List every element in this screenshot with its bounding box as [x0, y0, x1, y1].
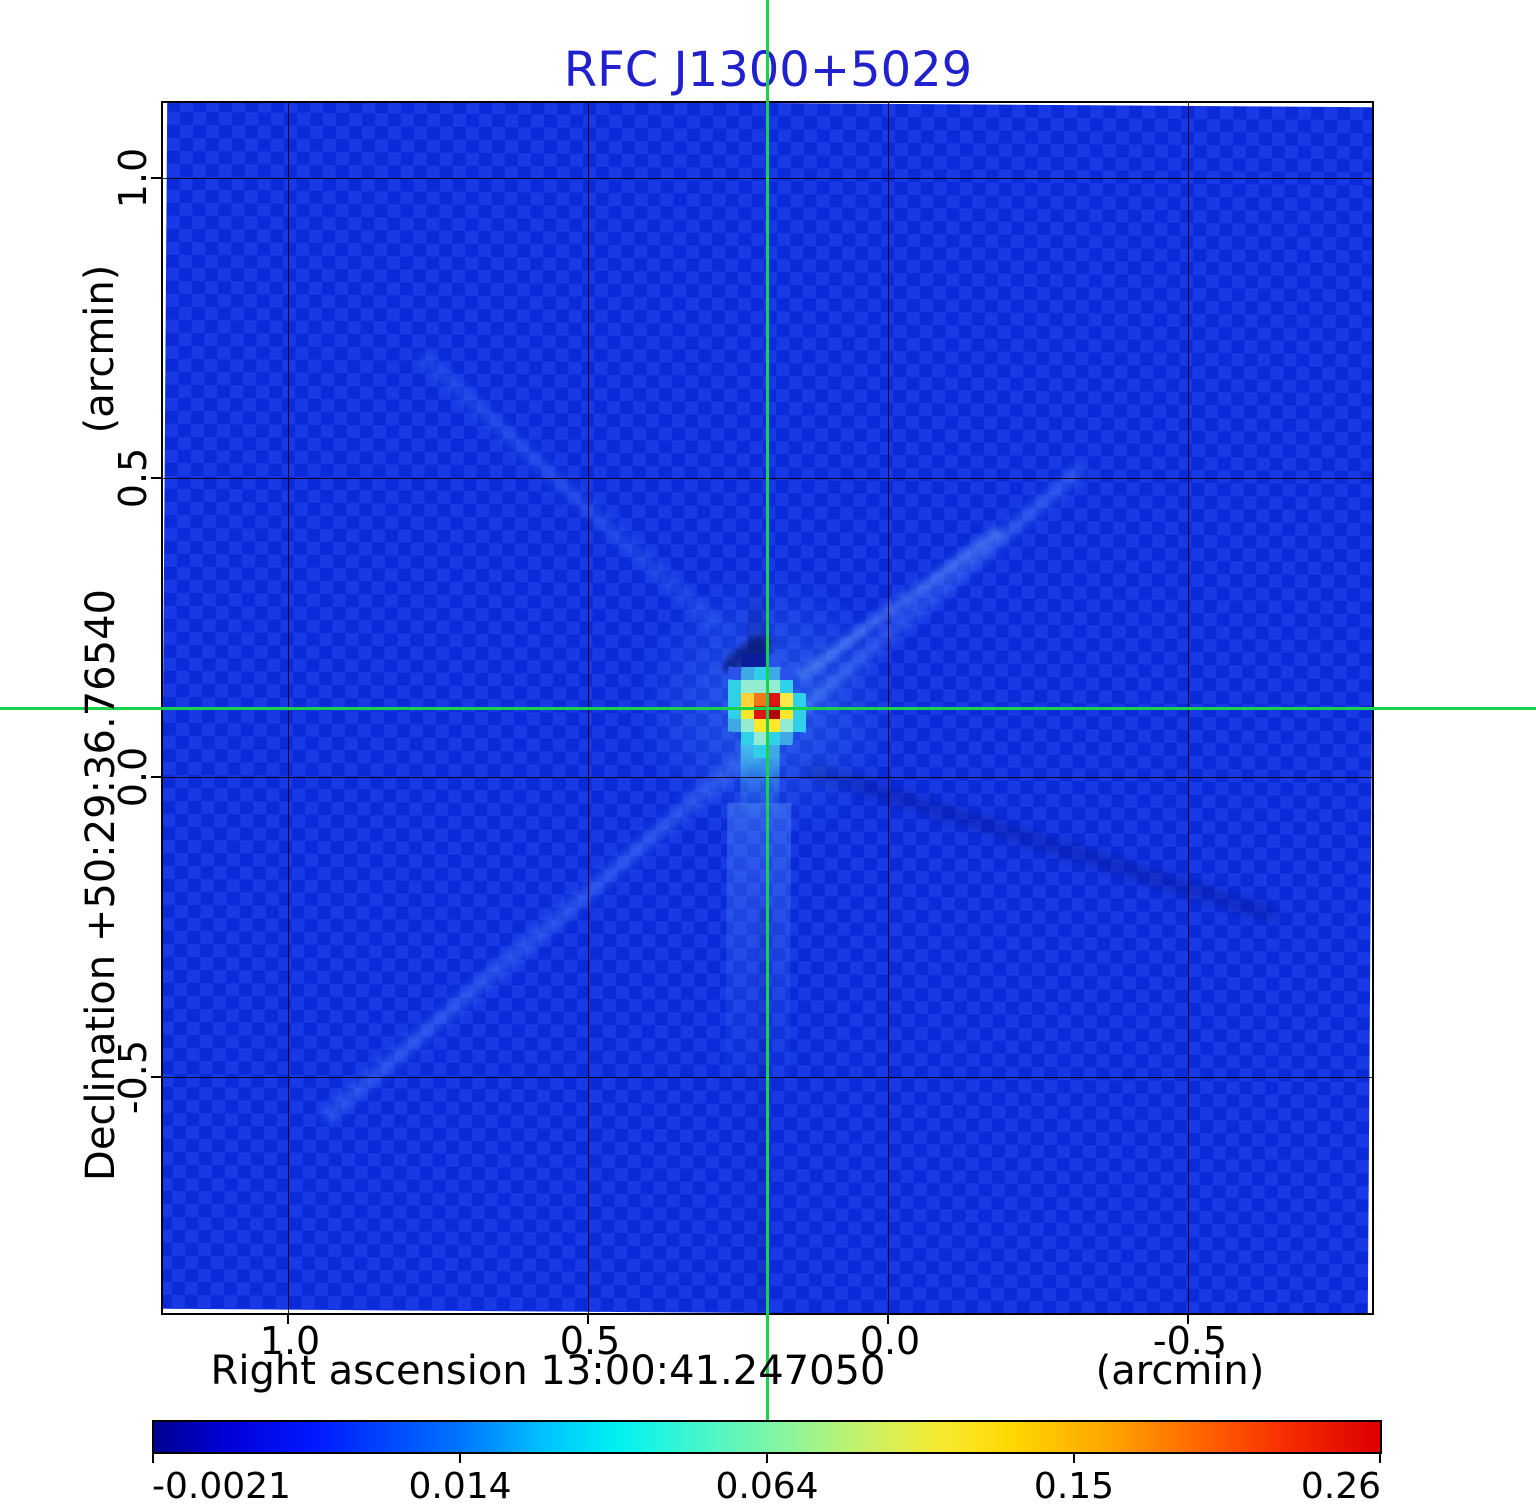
crosshair-horizontal-line: [0, 707, 1536, 710]
x-tick-label: 0.5: [559, 1319, 621, 1363]
colorbar-gradient: [154, 1422, 1380, 1452]
y-axis-tick: [151, 1076, 162, 1078]
x-axis-label: Right ascension 13:00:41.247050: [210, 1348, 886, 1394]
y-axis-tick: [151, 177, 162, 179]
colorbar-tick-label: 0.26: [1300, 1466, 1381, 1507]
colorbar-tick-label: 0.064: [715, 1466, 819, 1507]
sky-image: [163, 103, 1372, 1313]
colorbar: [152, 1420, 1382, 1454]
x-axis-tick: [587, 1313, 589, 1324]
colorbar-tick-label: 0.014: [408, 1466, 512, 1507]
x-axis-tick: [287, 1313, 289, 1324]
colorbar-tick: [459, 1453, 461, 1463]
y-axis-unit-label: (arcmin): [77, 264, 123, 434]
y-axis-label: Declination +50:29:36.76540: [78, 589, 124, 1181]
x-axis-tick: [1187, 1313, 1189, 1324]
crosshair-vertical-line: [766, 0, 769, 1421]
y-axis-tick: [151, 477, 162, 479]
y-axis-tick: [151, 776, 162, 778]
colorbar-tick: [1379, 1453, 1381, 1463]
colorbar-tick: [766, 1453, 768, 1463]
colorbar-tick-label: 0.15: [1033, 1466, 1115, 1507]
colorbar-tick: [152, 1453, 154, 1463]
source-peak: [727, 653, 807, 759]
x-tick-label: 0.0: [859, 1319, 921, 1363]
colorbar-tick: [1073, 1453, 1075, 1463]
x-axis-tick: [887, 1313, 889, 1324]
colorbar-tick-label: -0.0021: [152, 1466, 291, 1507]
x-axis-unit-label: (arcmin): [1095, 1348, 1265, 1394]
x-tick-label: -0.5: [1152, 1319, 1228, 1363]
x-tick-label: 1.0: [259, 1319, 321, 1363]
